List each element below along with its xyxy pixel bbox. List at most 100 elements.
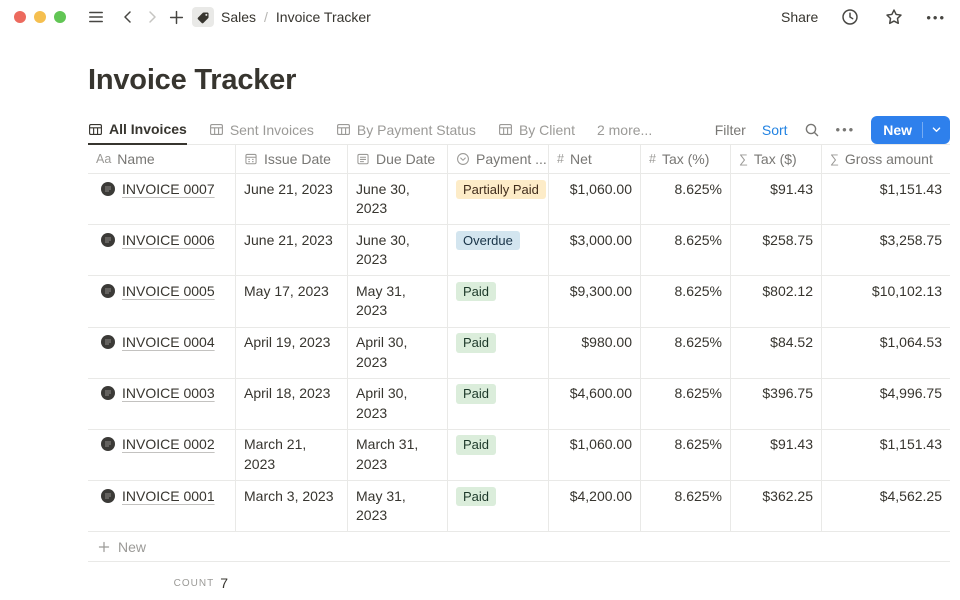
tax-amount-cell[interactable]: $84.52 [731,327,822,378]
tax-amount-cell[interactable]: $802.12 [731,276,822,327]
invoice-link[interactable]: INVOICE 0007 [122,180,215,197]
tax-percent-cell[interactable]: 8.625% [641,327,731,378]
column-header-issue-date[interactable]: Issue Date [236,145,348,173]
gross-amount-cell[interactable]: $4,996.75 [879,385,942,402]
invoice-link[interactable]: INVOICE 0005 [122,282,215,299]
tab-by-payment-status[interactable]: By Payment Status [336,115,476,144]
zoom-window-button[interactable] [54,11,66,23]
issue-date-cell[interactable]: April 19, 2023 [236,327,348,378]
column-header-tax-amount[interactable]: ∑ Tax ($) [731,145,822,173]
column-header-name[interactable]: Aa Name [88,145,236,173]
breadcrumb-page[interactable]: Invoice Tracker [275,9,371,25]
net-cell[interactable]: $1,060.00 [549,429,641,481]
issue-date-cell[interactable]: May 17, 2023 [236,276,348,327]
invoice-name-cell[interactable]: INVOICE 0004 [88,327,236,378]
payment-status-cell[interactable]: Paid [448,327,549,378]
updates-clock-icon[interactable] [838,5,862,29]
invoice-link[interactable]: INVOICE 0001 [122,487,215,504]
tax-percent-cell[interactable]: 8.625% [641,481,731,532]
gross-amount-cell[interactable]: $1,151.43 [879,180,942,197]
invoice-link[interactable]: INVOICE 0002 [122,436,215,453]
invoice-link[interactable]: INVOICE 0004 [122,334,215,351]
invoice-name-cell[interactable]: INVOICE 0007 [88,174,236,225]
due-date-cell[interactable]: April 30, 2023 [348,378,448,429]
gross-amount-cell[interactable]: $10,102.13 [871,282,942,299]
column-header-payment-status[interactable]: Payment ... [448,145,549,173]
table-row[interactable]: INVOICE 0001 March 3, 2023 May 31, 2023 … [88,481,950,533]
view-options-icon[interactable]: ••• [835,122,856,137]
tax-percent-cell[interactable]: 8.625% [641,429,731,481]
tax-percent-cell[interactable]: 8.625% [641,276,731,327]
net-cell[interactable]: $4,600.00 [549,378,641,429]
net-cell[interactable]: $3,000.00 [549,225,641,276]
table-row[interactable]: INVOICE 0007 June 21, 2023 June 30, 2023… [88,174,950,226]
issue-date-cell[interactable]: June 21, 2023 [236,174,348,225]
favorite-star-icon[interactable] [882,5,906,29]
add-row-button[interactable]: New [88,532,950,563]
tab-sent-invoices[interactable]: Sent Invoices [209,115,314,144]
due-date-cell[interactable]: May 31, 2023 [348,276,448,327]
minimize-window-button[interactable] [34,11,46,23]
table-row[interactable]: INVOICE 0005 May 17, 2023 May 31, 2023 P… [88,276,950,328]
column-header-gross-amount[interactable]: ∑ Gross amount [822,145,950,173]
tax-percent-cell[interactable]: 8.625% [641,174,731,225]
payment-status-cell[interactable]: Overdue [448,225,549,276]
issue-date-cell[interactable]: June 21, 2023 [236,225,348,276]
payment-status-cell[interactable]: Partially Paid [448,174,549,225]
tax-amount-cell[interactable]: $91.43 [731,429,822,481]
invoice-name-cell[interactable]: INVOICE 0001 [88,481,236,532]
chevron-down-icon[interactable] [922,121,950,138]
search-icon[interactable] [804,122,820,138]
table-row[interactable]: INVOICE 0006 June 21, 2023 June 30, 2023… [88,225,950,277]
table-row[interactable]: INVOICE 0003 April 18, 2023 April 30, 20… [88,378,950,430]
invoice-link[interactable]: INVOICE 0006 [122,231,215,248]
column-header-due-date[interactable]: Due Date [348,145,448,173]
due-date-cell[interactable]: April 30, 2023 [348,327,448,378]
more-views-link[interactable]: 2 more... [596,121,653,138]
tax-percent-cell[interactable]: 8.625% [641,225,731,276]
payment-status-cell[interactable]: Paid [448,481,549,532]
tax-percent-cell[interactable]: 8.625% [641,378,731,429]
new-page-icon[interactable] [164,5,188,29]
tab-by-client[interactable]: By Client [498,115,575,144]
forward-icon[interactable] [140,5,164,29]
tab-all-invoices[interactable]: All Invoices [88,116,187,145]
gross-amount-cell[interactable]: $4,562.25 [879,487,942,504]
breadcrumb-workspace[interactable]: Sales [221,9,257,25]
tax-amount-cell[interactable]: $91.43 [731,174,822,225]
column-header-net[interactable]: # Net [549,145,641,173]
invoice-name-cell[interactable]: INVOICE 0002 [88,429,236,481]
invoice-name-cell[interactable]: INVOICE 0003 [88,378,236,429]
column-header-tax-percent[interactable]: # Tax (%) [641,145,731,173]
due-date-cell[interactable]: March 31, 2023 [348,429,448,481]
tag-icon[interactable] [192,7,214,27]
close-window-button[interactable] [14,11,26,23]
new-button[interactable]: New [871,115,950,144]
back-icon[interactable] [116,5,140,29]
gross-amount-cell[interactable]: $1,064.53 [879,334,942,351]
gross-amount-cell[interactable]: $1,151.43 [879,436,942,453]
net-cell[interactable]: $1,060.00 [549,174,641,225]
due-date-cell[interactable]: May 31, 2023 [348,481,448,532]
tax-amount-cell[interactable]: $396.75 [731,378,822,429]
gross-amount-cell[interactable]: $3,258.75 [879,231,942,248]
table-row[interactable]: INVOICE 0004 April 19, 2023 April 30, 20… [88,327,950,379]
due-date-cell[interactable]: June 30, 2023 [348,225,448,276]
share-button[interactable]: Share [780,9,819,25]
net-cell[interactable]: $9,300.00 [549,276,641,327]
table-row[interactable]: INVOICE 0002 March 21, 2023 March 31, 20… [88,429,950,482]
payment-status-cell[interactable]: Paid [448,429,549,481]
payment-status-cell[interactable]: Paid [448,378,549,429]
invoice-name-cell[interactable]: INVOICE 0005 [88,276,236,327]
net-cell[interactable]: $4,200.00 [549,481,641,532]
more-options-icon[interactable]: ••• [926,9,946,25]
due-date-cell[interactable]: June 30, 2023 [348,174,448,225]
net-cell[interactable]: $980.00 [549,327,641,378]
count-calculation[interactable]: COUNT 7 [88,562,236,596]
invoice-link[interactable]: INVOICE 0003 [122,385,215,402]
issue-date-cell[interactable]: April 18, 2023 [236,378,348,429]
tax-amount-cell[interactable]: $258.75 [731,225,822,276]
payment-status-cell[interactable]: Paid [448,276,549,327]
tax-amount-cell[interactable]: $362.25 [731,481,822,532]
filter-button[interactable]: Filter [714,121,746,138]
